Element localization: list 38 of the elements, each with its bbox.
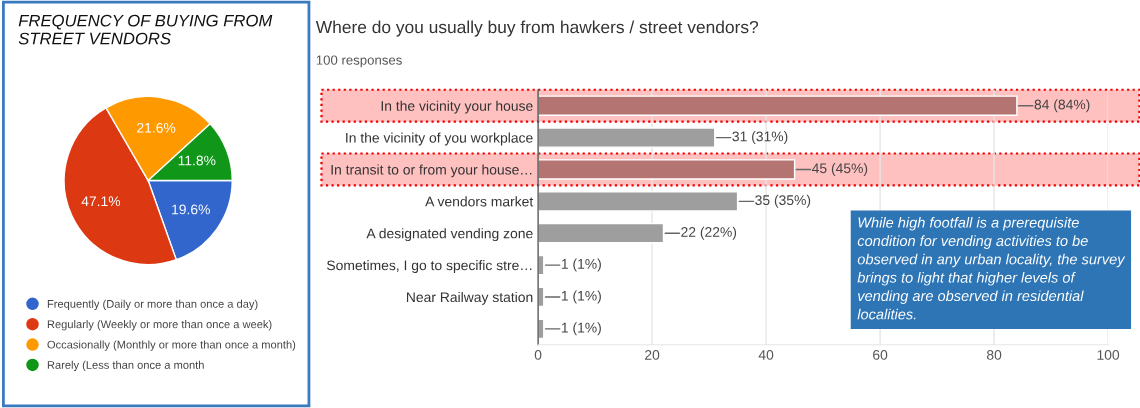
data-label: 1 (1%) (561, 322, 601, 336)
x-tick-label: 0 (534, 349, 542, 360)
x-tick-label: 20 (645, 349, 660, 360)
data-label: 21.6% (137, 122, 176, 133)
data-label: 22 (22%) (681, 226, 737, 240)
y-tick-label: In transit to or from your house… (331, 164, 532, 178)
x-tick-label: 60 (873, 349, 888, 360)
data-label: 31 (31%) (732, 131, 788, 145)
annotation: While high footfall is a prerequisite condition for vending activities to be observed in any urban locality, the survey brings to light that higher levels of vending are observed in residential localities. (857, 216, 1126, 320)
legend-label: Occasionally (Monthly or more than once a month) (47, 340, 296, 351)
bar (538, 95, 1018, 116)
y-tick-label: In the vicinity of you workplace (346, 132, 533, 146)
legend-label: Regularly (Weekly or more than once a week) (47, 320, 272, 331)
y-tick-label: In the vicinity your house (381, 100, 533, 114)
y-tick-label: Sometimes, I go to specific stre… (327, 260, 532, 273)
data-label: 11.8% (178, 155, 216, 166)
text: 100 responses (316, 55, 402, 68)
data-label: 84 (84%) (1034, 99, 1090, 113)
bar (538, 159, 796, 180)
data-label: 1 (1%) (561, 258, 601, 272)
data-label: 1 (1%) (561, 290, 601, 304)
legend-label: Rarely (Less than once a month (47, 360, 204, 372)
y-tick-label: A vendors market (425, 196, 534, 207)
x-tick-label: 40 (758, 349, 774, 360)
chart-title: Where do you usually buy from hawkers / street vendors? (315, 20, 759, 37)
data-label: 35 (35%) (755, 194, 811, 208)
bar (538, 191, 739, 212)
bar (538, 222, 665, 244)
x-tick-label: 100 (1097, 349, 1120, 360)
data-label: 45 (45%) (812, 162, 868, 176)
chart-title: FREQUENCY OF BUYING FROM STREET VENDORS (18, 14, 273, 45)
y-tick-label: A designated vending zone (366, 228, 533, 242)
data-label: 19.6% (172, 204, 210, 215)
y-tick-label: Near Railway station (407, 291, 533, 305)
legend-label: Frequently (Daily or more than once a day) (47, 299, 258, 311)
bar (538, 127, 716, 148)
x-tick-label: 80 (986, 349, 1002, 360)
data-label: 47.1% (81, 196, 121, 207)
